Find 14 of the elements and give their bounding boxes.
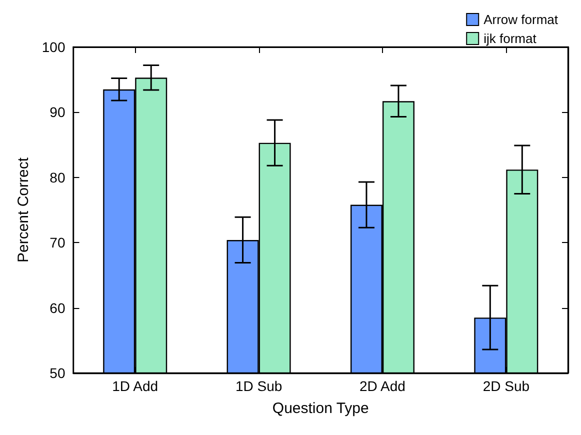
x-tick-label: 1D Add xyxy=(112,378,158,394)
legend-label: Arrow format xyxy=(484,12,558,27)
y-tick-label: 100 xyxy=(42,39,66,55)
x-tick-label: 1D Sub xyxy=(235,378,282,394)
y-tick-label: 60 xyxy=(50,300,66,316)
x-axis-title: Question Type xyxy=(272,400,369,417)
x-tick-label: 2D Sub xyxy=(482,378,530,394)
y-tick-label: 80 xyxy=(50,169,66,186)
y-tick-label: 50 xyxy=(50,365,66,381)
y-tick-label: 90 xyxy=(50,104,66,120)
legend-label: ijk format xyxy=(484,31,537,46)
y-axis-title: Percent Correct xyxy=(15,156,32,263)
y-tick-label: 70 xyxy=(50,234,66,251)
x-tick-label: 2D Add xyxy=(360,378,406,394)
